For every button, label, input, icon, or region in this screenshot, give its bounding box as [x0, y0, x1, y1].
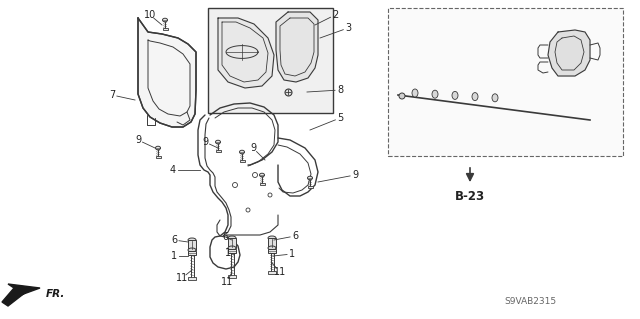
Bar — [239, 160, 244, 161]
Bar — [268, 238, 276, 248]
Bar — [228, 238, 236, 248]
Text: 4: 4 — [170, 165, 176, 175]
Bar — [228, 275, 236, 278]
Text: 1: 1 — [289, 249, 295, 259]
Ellipse shape — [259, 173, 264, 177]
Polygon shape — [218, 18, 274, 88]
Polygon shape — [138, 18, 196, 127]
Bar — [163, 27, 168, 29]
Ellipse shape — [268, 236, 276, 240]
Ellipse shape — [188, 238, 196, 242]
Ellipse shape — [399, 93, 405, 99]
Text: 6: 6 — [171, 235, 177, 245]
Text: 1: 1 — [225, 248, 231, 258]
Ellipse shape — [492, 94, 498, 102]
Ellipse shape — [412, 89, 418, 97]
Text: 11: 11 — [176, 273, 188, 283]
Text: 7: 7 — [109, 90, 115, 100]
Bar — [228, 249, 236, 253]
Bar — [259, 182, 264, 184]
Bar — [188, 251, 196, 255]
Polygon shape — [548, 30, 590, 76]
Ellipse shape — [268, 246, 276, 250]
Bar — [268, 249, 276, 253]
Ellipse shape — [216, 140, 221, 144]
Text: 9: 9 — [250, 143, 256, 153]
Ellipse shape — [452, 92, 458, 100]
Text: 10: 10 — [144, 10, 156, 20]
Text: 6: 6 — [222, 232, 228, 242]
Text: B-23: B-23 — [455, 190, 485, 204]
Ellipse shape — [239, 150, 244, 154]
Bar — [156, 155, 161, 158]
Polygon shape — [276, 12, 318, 82]
Text: S9VAB2315: S9VAB2315 — [504, 298, 556, 307]
Text: 2: 2 — [332, 10, 338, 20]
Ellipse shape — [163, 18, 168, 22]
Ellipse shape — [228, 246, 236, 250]
Bar — [307, 186, 312, 188]
Text: 9: 9 — [202, 137, 208, 147]
Text: 6: 6 — [292, 231, 298, 241]
Polygon shape — [2, 284, 40, 306]
Ellipse shape — [432, 90, 438, 98]
Bar — [268, 271, 276, 274]
Text: 5: 5 — [337, 113, 343, 123]
Text: 3: 3 — [345, 23, 351, 33]
Text: 9: 9 — [135, 135, 141, 145]
Text: FR.: FR. — [46, 289, 65, 299]
Bar — [388, 8, 623, 156]
Text: 11: 11 — [274, 267, 286, 277]
Ellipse shape — [472, 93, 478, 100]
Bar — [188, 240, 196, 250]
Text: 1: 1 — [171, 251, 177, 261]
Ellipse shape — [188, 248, 196, 252]
Ellipse shape — [228, 236, 236, 240]
Ellipse shape — [156, 146, 161, 150]
Bar — [188, 277, 196, 280]
Ellipse shape — [307, 176, 312, 180]
Text: 11: 11 — [221, 277, 233, 287]
Text: 8: 8 — [337, 85, 343, 95]
Bar — [216, 150, 221, 152]
Text: 9: 9 — [352, 170, 358, 180]
Bar — [208, 8, 333, 113]
